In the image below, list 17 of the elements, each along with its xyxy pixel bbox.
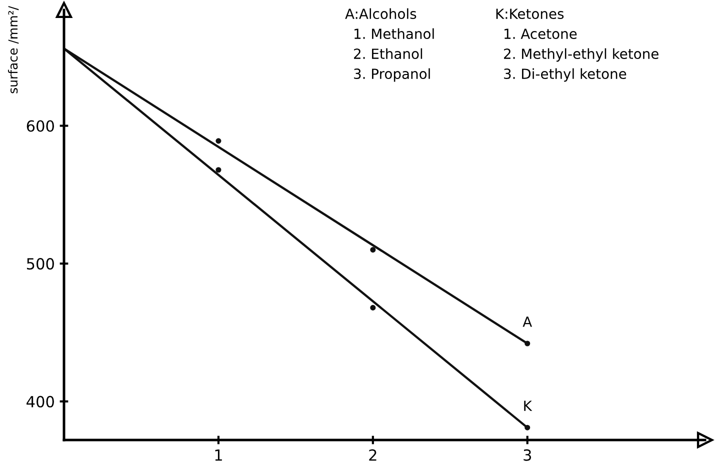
series-label: A — [522, 316, 532, 327]
annotation: 1. Acetone — [504, 28, 577, 40]
annotation: A:Alcohols — [345, 8, 416, 20]
x-tick-label: 1 — [215, 450, 222, 461]
annotation: 2. Methyl-ethyl ketone — [504, 48, 658, 62]
y-tick-label: 500 — [26, 258, 54, 270]
x-tick-label: 2 — [369, 449, 376, 461]
annotation: K:Ketones — [496, 8, 564, 20]
annotation: 3. Di-ethyl ketone — [504, 68, 626, 82]
y-tick-label: 400 — [26, 396, 54, 408]
series-label: K — [524, 400, 532, 411]
annotation: 3. Propanol — [354, 68, 430, 82]
annotation: 2. Ethanol — [354, 48, 422, 60]
annotation: 1. Methanol — [354, 28, 434, 40]
y-axis-title: surface /mm²/ — [8, 6, 19, 94]
y-tick-label: 600 — [26, 120, 54, 132]
x-tick-label: 3 — [524, 449, 532, 461]
